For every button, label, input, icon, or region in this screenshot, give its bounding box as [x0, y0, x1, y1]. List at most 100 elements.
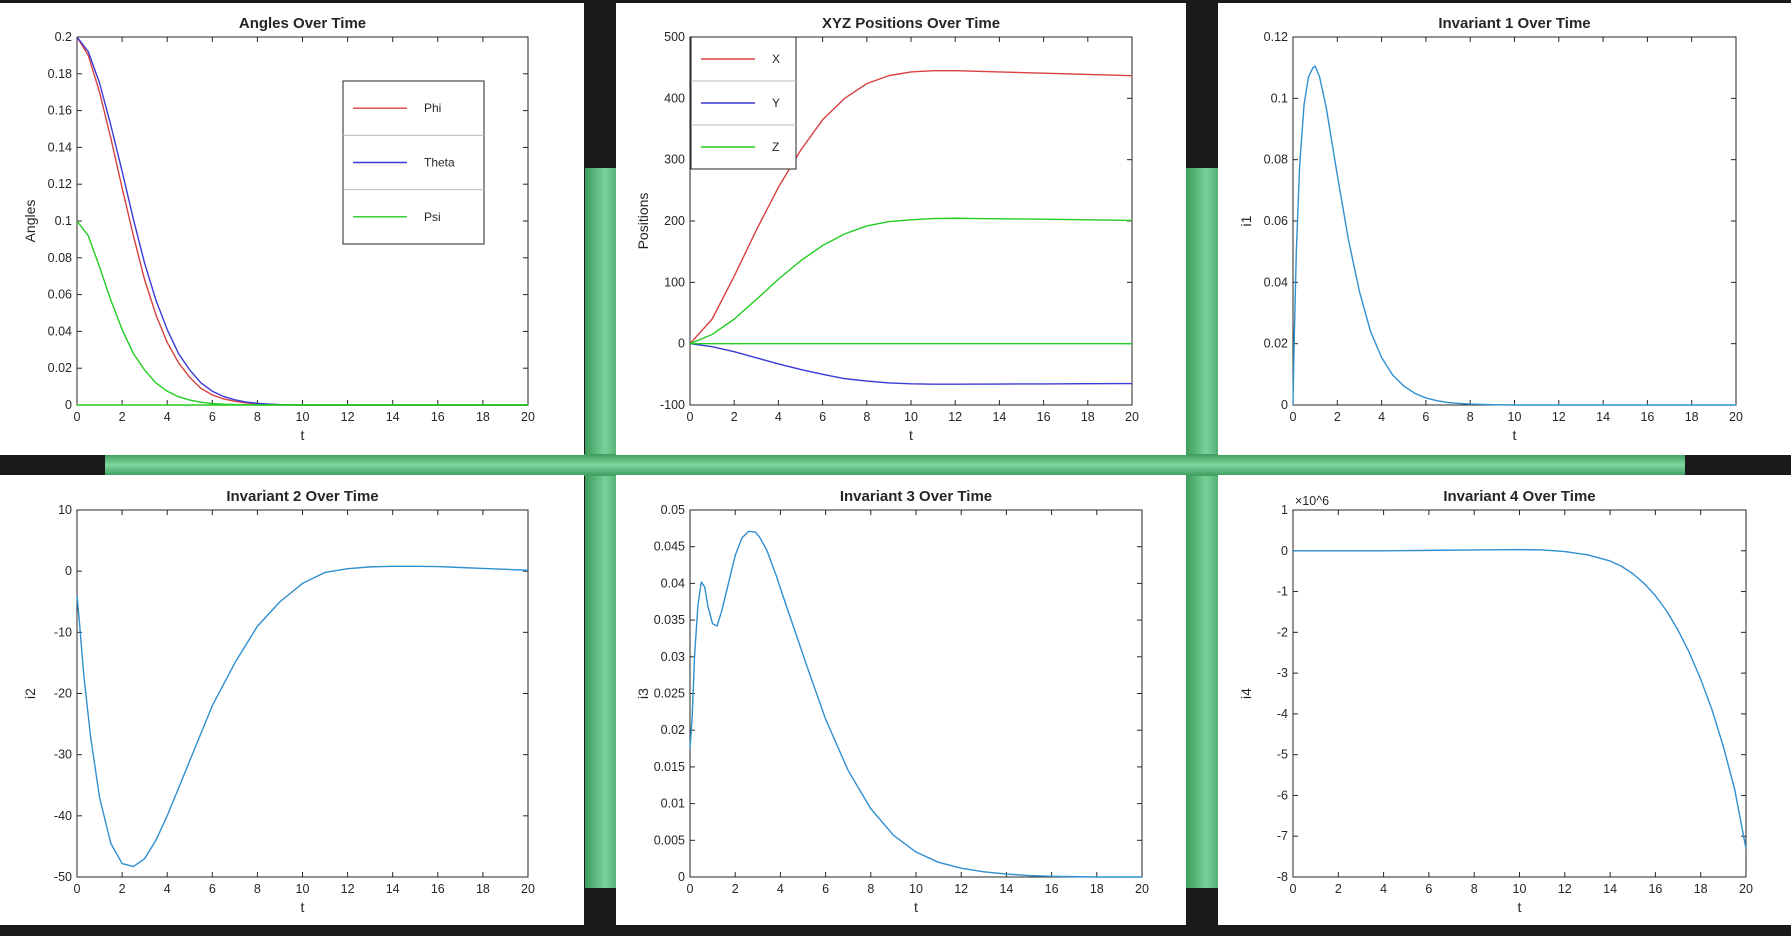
- y-tick-label: -1: [1277, 585, 1288, 599]
- y-tick-label: 200: [664, 214, 685, 228]
- y-tick-label: -30: [54, 748, 72, 762]
- plot-area: [1292, 36, 1737, 406]
- y-tick-label: 0: [65, 398, 72, 412]
- legend-label: Psi: [424, 210, 441, 224]
- chart-invariant-2-over-time: 0 2 4 6 8 10 12 14 16 18 20 -50 -40 -30 -20 -10 0 10 Invar…: [22, 488, 535, 915]
- x-tick-label: 2: [731, 410, 738, 424]
- legend-label: Theta: [424, 156, 455, 170]
- chart-xyz-positions-over-time: 0 2 4 6 8 10 12 14 16 18 20-1000100200300400500XYZ…: [635, 15, 1139, 443]
- y-tick-label: 0.1: [1271, 91, 1288, 105]
- x-tick-label: 20: [521, 882, 535, 896]
- x-tick-label: 16: [1037, 410, 1051, 424]
- x-tick-label: 0: [74, 410, 81, 424]
- series-line: [1293, 548, 1747, 849]
- x-tick-label: 12: [1552, 410, 1566, 424]
- x-tick-label: 14: [1603, 882, 1617, 896]
- x-tick-label: 2: [732, 882, 739, 896]
- plot-area: [1292, 509, 1747, 878]
- x-tick-label: 14: [992, 410, 1006, 424]
- x-tick-label: 4: [1380, 882, 1387, 896]
- y-tick-label: 0.04: [661, 576, 685, 590]
- x-tick-label: 10: [1508, 410, 1522, 424]
- chart-panel-invariant-1: 0 2 4 6 8 10 12 14 16 18 20 0 0.02 0.04 0.06 0.08 0.1 0.1…: [1218, 3, 1791, 455]
- x-tick-label: 20: [1739, 882, 1753, 896]
- y-tick-label: -100: [660, 398, 685, 412]
- y-tick-label: 0: [1281, 398, 1288, 412]
- series-line: [689, 530, 1142, 878]
- chart-title: Invariant 4 Over Time: [1443, 488, 1595, 505]
- y-tick-label: 300: [664, 153, 685, 167]
- x-tick-label: 6: [819, 410, 826, 424]
- x-tick-label: 12: [341, 410, 355, 424]
- chart-angles-over-time: 0 2 4 6 8 10 12 14 16 18 20 0 0.02 0.04 0.06 0.08 0.1 0.1…: [22, 15, 535, 443]
- x-tick-label: 16: [1640, 410, 1654, 424]
- x-tick-label: 8: [254, 882, 261, 896]
- x-axis-label: t: [301, 899, 305, 915]
- y-tick-label: 0: [1281, 544, 1288, 558]
- green-background-bar: [105, 454, 1685, 476]
- x-tick-label: 6: [1422, 410, 1429, 424]
- y-tick-label: 0.06: [1264, 214, 1288, 228]
- y-tick-label: 0.14: [48, 140, 72, 154]
- x-tick-label: 18: [1081, 410, 1095, 424]
- x-tick-label: 0: [1290, 882, 1297, 896]
- x-tick-label: 10: [1513, 882, 1527, 896]
- y-axis-label: i4: [1238, 688, 1254, 699]
- legend-label: Z: [772, 140, 779, 154]
- y-tick-label: -50: [54, 870, 72, 884]
- x-tick-label: 14: [1596, 410, 1610, 424]
- x-tick-label: 8: [1467, 410, 1474, 424]
- y-tick-label: 0: [65, 564, 72, 578]
- x-tick-label: 16: [431, 882, 445, 896]
- x-tick-label: 6: [209, 882, 216, 896]
- y-tick-label: 0.12: [1264, 30, 1288, 44]
- y-tick-label: 0.04: [1264, 275, 1288, 289]
- chart-panel-angles: 0 2 4 6 8 10 12 14 16 18 20 0 0.02 0.04 0.06 0.08 0.1 0.1…: [0, 3, 584, 455]
- y-tick-label: -40: [54, 809, 72, 823]
- y-tick-label: -20: [54, 687, 72, 701]
- x-tick-label: 20: [1135, 882, 1149, 896]
- legend-label: Phi: [424, 101, 441, 115]
- x-tick-label: 0: [74, 882, 81, 896]
- x-tick-label: 20: [1125, 410, 1139, 424]
- x-tick-label: 14: [386, 410, 400, 424]
- x-tick-label: 14: [386, 882, 400, 896]
- x-tick-label: 14: [999, 882, 1013, 896]
- y-tick-label: -6: [1277, 788, 1288, 802]
- series-line: [689, 342, 1133, 385]
- chart-invariant-4-over-time: 0 2 4 6 8 10 12 14 16 18 20 -8 -7 -6 -5 -4 -3 -2 -1 0 1 Invar…: [1238, 488, 1753, 915]
- x-tick-label: 8: [254, 410, 261, 424]
- y-tick-label: 0.08: [1264, 153, 1288, 167]
- x-tick-label: 20: [1729, 410, 1743, 424]
- chart-title: Invariant 3 Over Time: [840, 488, 992, 505]
- legend-label: Y: [772, 96, 780, 110]
- y-tick-label: 0.005: [654, 833, 685, 847]
- y-tick-label: -5: [1277, 748, 1288, 762]
- y-tick-label: 0.02: [1264, 337, 1288, 351]
- y-tick-label: 0: [678, 337, 685, 351]
- x-tick-label: 6: [1425, 882, 1432, 896]
- chart-title: Invariant 2 Over Time: [226, 488, 378, 505]
- x-axis-label: t: [914, 899, 918, 915]
- x-tick-label: 16: [431, 410, 445, 424]
- y-tick-label: 0.02: [48, 361, 72, 375]
- x-tick-label: 16: [1648, 882, 1662, 896]
- y-tick-label: 0: [678, 870, 685, 884]
- y-tick-label: 0.06: [48, 288, 72, 302]
- y-tick-label: 0.01: [661, 797, 685, 811]
- x-tick-label: 18: [1694, 882, 1708, 896]
- y-tick-label: 10: [58, 503, 72, 517]
- y-axis-label: i2: [22, 688, 38, 699]
- y-tick-label: 1: [1281, 503, 1288, 517]
- x-tick-label: 2: [119, 410, 126, 424]
- y-tick-label: 0.18: [48, 67, 72, 81]
- x-axis-label: t: [301, 427, 305, 443]
- x-tick-label: 0: [1290, 410, 1297, 424]
- chart-title: Angles Over Time: [239, 15, 366, 32]
- x-tick-label: 6: [822, 882, 829, 896]
- chart-title: Invariant 1 Over Time: [1438, 15, 1590, 32]
- y-axis-label: Positions: [635, 193, 651, 250]
- plot-area: [689, 509, 1143, 878]
- y-axis-label: i1: [1238, 215, 1254, 226]
- y-tick-label: 0.16: [48, 104, 72, 118]
